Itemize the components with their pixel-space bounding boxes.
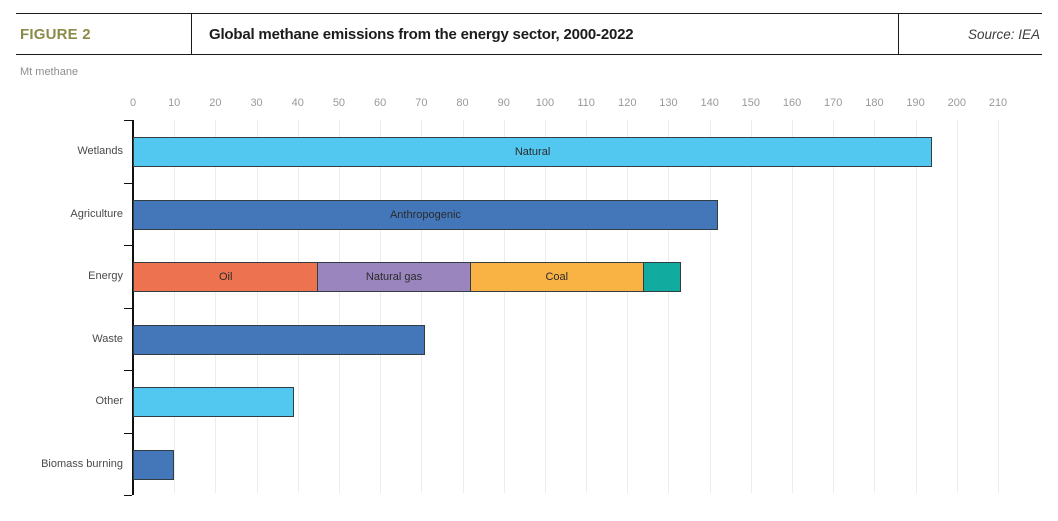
x-axis-tick-label: 160 (783, 97, 801, 109)
category-label: Biomass burning (8, 456, 123, 472)
bar-segment-label: Natural (515, 146, 550, 158)
x-axis-tick-label: 120 (618, 97, 636, 109)
x-axis-tick-label: 60 (374, 97, 386, 109)
bar-segment (133, 325, 425, 355)
x-gridline (668, 120, 669, 493)
bar-segment-label: Anthropogenic (390, 209, 461, 221)
x-axis-tick-label: 10 (168, 97, 180, 109)
x-axis-tick-label: 70 (415, 97, 427, 109)
y-axis-line (132, 120, 134, 495)
y-axis-tick (124, 183, 132, 184)
category-label: Energy (8, 268, 123, 284)
x-gridline (463, 120, 464, 493)
bar-segment-label: Oil (219, 271, 232, 283)
bar-segment (643, 262, 681, 292)
y-axis-tick (124, 433, 132, 434)
x-axis-tick-label: 100 (536, 97, 554, 109)
x-gridline (545, 120, 546, 493)
x-axis-tick-label: 110 (577, 97, 595, 109)
bar-segment: Oil (133, 262, 318, 292)
x-axis-tick-label: 200 (948, 97, 966, 109)
axis-unit-label: Mt methane (20, 66, 78, 78)
x-axis-tick-label: 130 (659, 97, 677, 109)
x-axis-tick-label: 80 (456, 97, 468, 109)
x-gridline (710, 120, 711, 493)
x-axis-tick-label: 170 (824, 97, 842, 109)
bar-segment: Coal (470, 262, 644, 292)
bar-segment (133, 450, 174, 480)
x-gridline (257, 120, 258, 493)
x-axis-tick-label: 210 (989, 97, 1007, 109)
x-axis-tick-label: 50 (333, 97, 345, 109)
x-axis-tick-label: 190 (906, 97, 924, 109)
x-gridline (792, 120, 793, 493)
x-axis-tick-label: 180 (865, 97, 883, 109)
x-axis-tick-label: 150 (742, 97, 760, 109)
x-gridline (421, 120, 422, 493)
category-label: Wetlands (8, 143, 123, 159)
x-gridline (586, 120, 587, 493)
figure-label: FIGURE 2 (16, 14, 192, 54)
x-gridline (957, 120, 958, 493)
y-axis-tick (124, 370, 132, 371)
x-axis-tick-label: 140 (700, 97, 718, 109)
category-label: Other (8, 393, 123, 409)
category-label: Agriculture (8, 206, 123, 222)
figure-title: Global methane emissions from the energy… (192, 14, 899, 54)
bar-segment-label: Natural gas (366, 271, 422, 283)
figure-source: Source: IEA (899, 14, 1042, 54)
x-gridline (504, 120, 505, 493)
x-gridline (874, 120, 875, 493)
x-gridline (174, 120, 175, 493)
x-axis-tick-label: 20 (209, 97, 221, 109)
category-label: Waste (8, 331, 123, 347)
bar-segment: Natural gas (317, 262, 470, 292)
y-axis-tick (124, 120, 132, 121)
bar-segment (133, 387, 294, 417)
y-axis-tick (124, 495, 132, 496)
x-axis-tick-label: 40 (292, 97, 304, 109)
bar-segment-label: Coal (545, 271, 568, 283)
y-axis-tick (124, 245, 132, 246)
x-gridline (751, 120, 752, 493)
x-gridline (998, 120, 999, 493)
x-axis-tick-label: 0 (130, 97, 136, 109)
x-gridline (380, 120, 381, 493)
x-axis-tick-label: 90 (498, 97, 510, 109)
x-gridline (339, 120, 340, 493)
x-gridline (833, 120, 834, 493)
x-gridline (916, 120, 917, 493)
x-gridline (215, 120, 216, 493)
x-gridline (627, 120, 628, 493)
y-axis-tick (124, 308, 132, 309)
x-axis-tick-label: 30 (250, 97, 262, 109)
figure-header: FIGURE 2 Global methane emissions from t… (16, 13, 1042, 55)
bar-segment: Natural (133, 137, 932, 167)
figure-2-methane-chart: FIGURE 2 Global methane emissions from t… (0, 0, 1058, 521)
x-gridline (298, 120, 299, 493)
bar-segment: Anthropogenic (133, 200, 718, 230)
